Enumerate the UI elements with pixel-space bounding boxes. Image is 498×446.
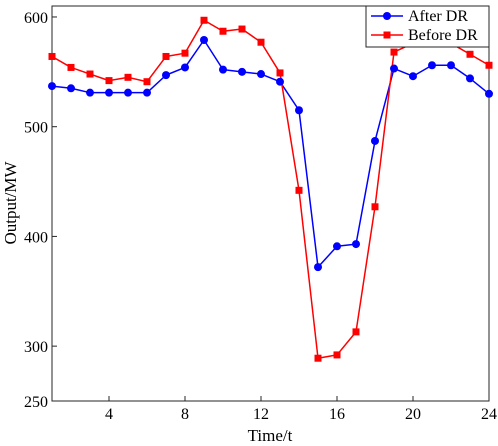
data-point-before-dr [105, 77, 113, 85]
legend-label-after-dr: After DR [408, 8, 468, 25]
data-point-before-dr [200, 16, 208, 24]
y-axis-label: Output/MW [1, 160, 20, 244]
data-point-after-dr [466, 74, 474, 83]
y-axis-ticks: 250 300 400 500 600 [24, 10, 57, 411]
data-point-before-dr [162, 52, 170, 60]
data-point-before-dr [67, 63, 75, 71]
data-point-before-dr [371, 203, 379, 211]
data-point-after-dr [86, 88, 94, 97]
legend-marker-after-dr [383, 12, 391, 20]
data-point-before-dr [333, 351, 341, 359]
y-tick-label: 250 [24, 394, 48, 411]
y-tick-label: 400 [24, 229, 48, 246]
data-point-after-dr [485, 89, 493, 98]
x-tick-label: 16 [329, 406, 345, 423]
data-point-after-dr [162, 71, 170, 80]
data-point-before-dr [181, 49, 189, 57]
data-point-after-dr [428, 61, 436, 70]
legend: After DR Before DR [365, 5, 490, 48]
data-point-before-dr [276, 69, 284, 77]
data-point-after-dr [219, 65, 227, 74]
data-point-after-dr [181, 63, 189, 72]
plot-area [51, 5, 490, 402]
data-point-before-dr [86, 70, 94, 78]
data-point-before-dr [314, 354, 322, 362]
y-tick-label: 500 [24, 120, 48, 137]
x-tick-label: 4 [105, 406, 113, 423]
data-point-after-dr [295, 106, 303, 115]
x-tick-label: 24 [481, 406, 497, 423]
data-point-before-dr [143, 78, 151, 86]
y-tick-label: 300 [24, 339, 48, 356]
data-point-before-dr [485, 61, 493, 69]
x-tick-label: 8 [181, 406, 189, 423]
data-point-after-dr [371, 136, 379, 145]
x-tick-label: 20 [405, 406, 421, 423]
data-point-before-dr [48, 52, 56, 60]
y-tick-label: 600 [24, 10, 48, 27]
data-point-after-dr [447, 61, 455, 70]
data-point-before-dr [238, 25, 246, 33]
x-axis-ticks: 4 8 12 16 20 24 [105, 396, 497, 423]
data-point-after-dr [333, 242, 341, 251]
series-markers [48, 16, 493, 362]
data-point-after-dr [143, 88, 151, 97]
data-point-after-dr [276, 77, 284, 86]
data-point-before-dr [124, 73, 132, 81]
data-point-before-dr [219, 27, 227, 35]
data-point-after-dr [200, 36, 208, 45]
data-point-after-dr [105, 88, 113, 97]
data-point-after-dr [238, 67, 246, 76]
legend-label-before-dr: Before DR [408, 27, 478, 44]
data-point-before-dr [257, 38, 265, 46]
data-point-before-dr [352, 328, 360, 336]
data-point-before-dr [466, 50, 474, 58]
data-point-before-dr [390, 48, 398, 56]
data-point-before-dr [295, 186, 303, 194]
data-point-after-dr [67, 84, 75, 93]
x-tick-label: 12 [253, 406, 269, 423]
data-point-after-dr [409, 72, 417, 81]
data-point-after-dr [124, 88, 132, 97]
legend-marker-before-dr [383, 31, 391, 39]
data-point-after-dr [352, 240, 360, 249]
data-point-after-dr [314, 263, 322, 272]
data-point-after-dr [390, 64, 398, 73]
data-point-after-dr [257, 70, 265, 79]
data-point-after-dr [48, 82, 56, 91]
x-axis-label: Time/t [248, 426, 293, 445]
